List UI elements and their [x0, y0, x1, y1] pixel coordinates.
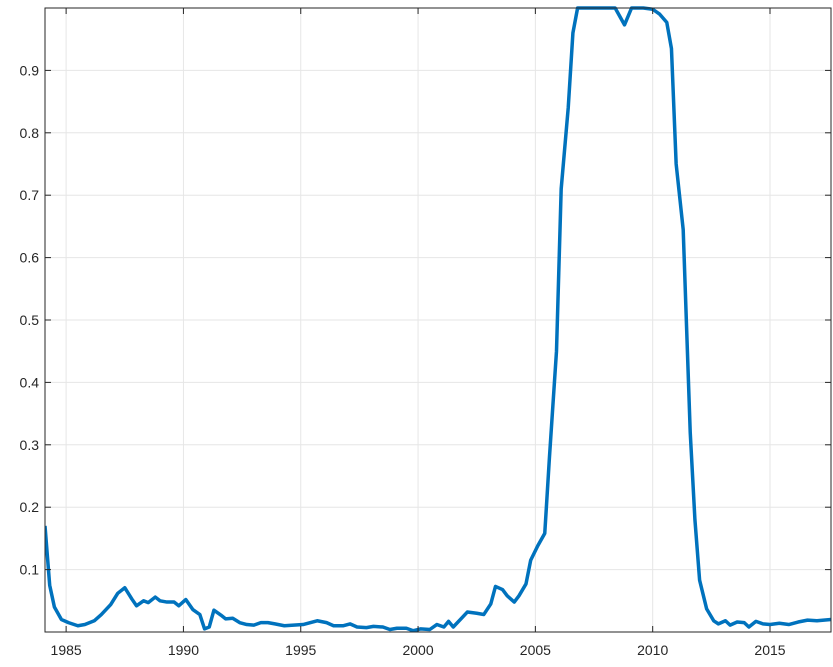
x-tick-label: 2015	[754, 642, 785, 658]
x-tick-label: 1995	[285, 642, 316, 658]
grid	[45, 8, 831, 632]
y-tick-label: 0.5	[20, 312, 40, 328]
x-tick-label: 2005	[520, 642, 551, 658]
x-tick-label: 2010	[637, 642, 668, 658]
y-tick-label: 0.4	[20, 374, 40, 390]
y-tick-label: 0.7	[20, 187, 40, 203]
tick-labels: 1985 1990 1995 2000 2005 2010 2015 0.1 0.2 0.3 0.4…	[20, 62, 786, 658]
series-layer	[45, 6, 831, 633]
x-tick-label: 1985	[51, 642, 82, 658]
series-line-0	[45, 6, 831, 633]
y-tick-label: 0.8	[20, 125, 40, 141]
y-tick-label: 0.2	[20, 499, 40, 515]
y-tick-label: 0.6	[20, 250, 40, 266]
axes	[44, 7, 832, 633]
axes-box	[44, 7, 832, 633]
y-tick-label: 0.1	[20, 562, 40, 578]
x-tick-label: 2000	[402, 642, 433, 658]
y-tick-label: 0.9	[20, 62, 40, 78]
y-tick-label: 0.3	[20, 437, 40, 453]
x-tick-label: 1990	[168, 642, 199, 658]
